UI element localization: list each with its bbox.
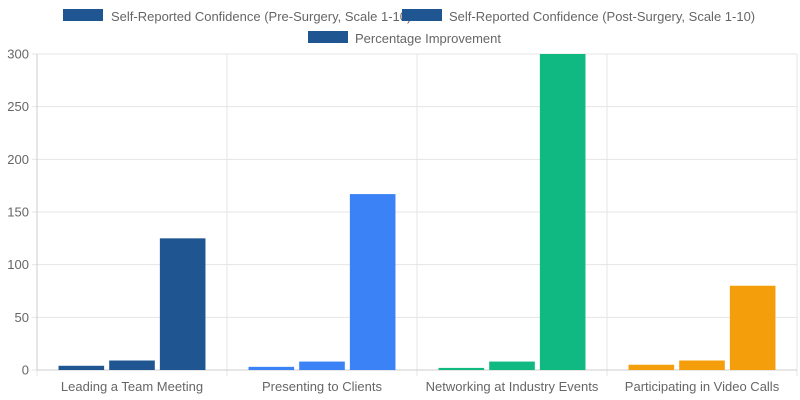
legend-label-1: Self-Reported Confidence (Pre-Surgery, S… bbox=[111, 9, 411, 24]
bar-1-series-2 bbox=[109, 360, 155, 370]
y-tick-label-50: 50 bbox=[15, 310, 29, 325]
bar-2-series-1 bbox=[248, 366, 295, 370]
legend-swatch-1 bbox=[63, 9, 103, 21]
y-axis: 0 50 100 150 200 250 300 bbox=[7, 47, 29, 378]
x-tick-label-1: Leading a Team Meeting bbox=[61, 379, 203, 394]
bar-3-series-1 bbox=[438, 367, 485, 370]
bar-2-series-2 bbox=[299, 361, 345, 370]
legend-swatch-3 bbox=[308, 31, 348, 43]
bar-4-series-3 bbox=[729, 285, 776, 370]
y-tick-label-200: 200 bbox=[7, 152, 29, 167]
x-axis: Leading a Team Meeting Presenting to Clie… bbox=[61, 379, 780, 394]
y-tick-label-300: 300 bbox=[7, 47, 29, 62]
x-tick-label-4: Participating in Video Calls bbox=[625, 379, 780, 394]
legend-label-3: Percentage Improvement bbox=[355, 31, 501, 46]
bar-4-series-1 bbox=[628, 364, 675, 370]
bar-3-series-2 bbox=[489, 361, 535, 370]
bar-1-series-3 bbox=[159, 238, 206, 370]
x-tick-label-3: Networking at Industry Events bbox=[426, 379, 599, 394]
y-tick-label-250: 250 bbox=[7, 99, 29, 114]
legend-swatch-2 bbox=[402, 9, 442, 21]
legend-label-2: Self-Reported Confidence (Post-Surgery, … bbox=[449, 9, 755, 24]
y-tick-label-0: 0 bbox=[22, 363, 29, 378]
x-tick-label-2: Presenting to Clients bbox=[262, 379, 382, 394]
bar-2-series-3 bbox=[349, 194, 396, 370]
y-tick-label-150: 150 bbox=[7, 205, 29, 220]
legend: Self-Reported Confidence (Pre-Surgery, S… bbox=[63, 9, 755, 46]
bars bbox=[58, 54, 776, 370]
bar-1-series-1 bbox=[58, 365, 105, 370]
bar-4-series-2 bbox=[679, 360, 725, 370]
bar-3-series-3 bbox=[539, 54, 586, 370]
y-tick-label-100: 100 bbox=[7, 257, 29, 272]
grid bbox=[32, 53, 798, 376]
